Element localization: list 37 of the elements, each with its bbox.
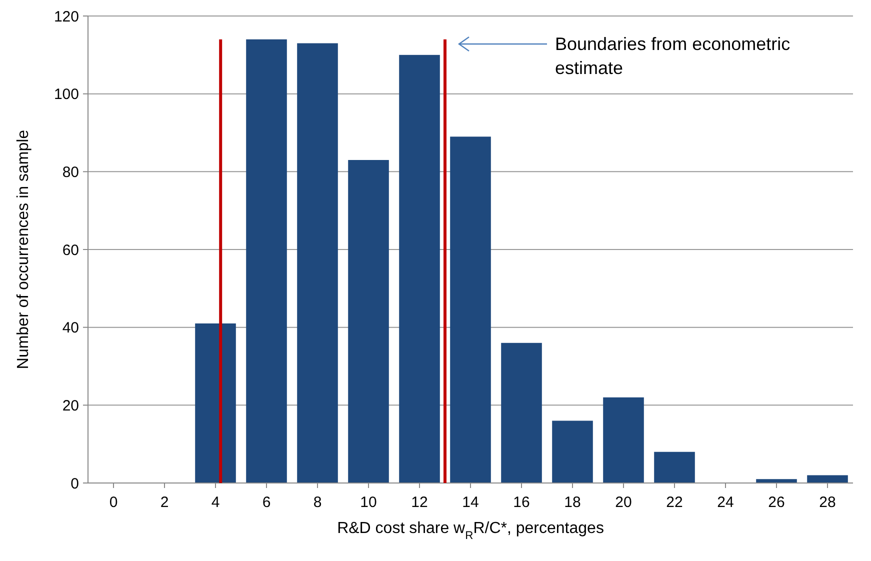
y-tick-label: 40 [62,320,79,337]
y-tick-label: 0 [70,475,79,492]
x-tick-label: 12 [411,494,428,511]
x-tick-label: 18 [564,494,581,511]
bar [654,452,695,483]
annotation: Boundaries from econometric estimate [555,34,790,78]
y-tick-label: 60 [62,242,79,259]
x-tick-label: 10 [360,494,377,511]
bar [501,342,542,483]
x-tick-label: 6 [262,494,271,511]
x-tick-label: 20 [615,494,632,511]
bar [297,43,338,483]
bar [399,54,440,483]
bar [603,397,644,483]
x-tick-label: 8 [313,494,322,511]
x-tick-label: 2 [160,494,169,511]
bar [246,39,287,483]
x-tick-label: 24 [717,494,734,511]
y-axis-title: Number of occurrences in sample [15,130,32,370]
x-tick-label: 14 [462,494,479,511]
x-axis-title: R&D cost share w$_{R}$R/C*, percentages [337,520,604,542]
x-tick-label: 26 [768,494,785,511]
bar [195,323,236,483]
x-tick-label: 4 [211,494,220,511]
y-tick-label: 120 [54,8,79,26]
y-tick-label: 100 [54,86,79,104]
bar [756,479,797,483]
x-tick-label: 0 [109,494,118,511]
y-tick-label: 20 [62,397,79,414]
bar [807,475,848,483]
x-tick-label: 28 [819,494,836,511]
x-tick-label: 22 [666,494,683,511]
x-tick-label: 16 [513,494,530,511]
bar [348,160,389,483]
y-tick-label: 80 [62,164,79,181]
bar [450,136,491,483]
bar [552,420,593,483]
